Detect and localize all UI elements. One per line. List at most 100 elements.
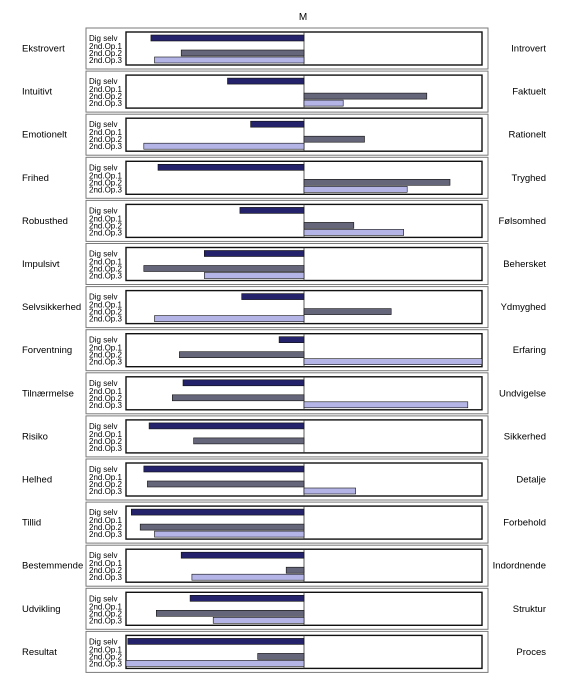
right-pole-label: Indordnende [493,561,546,572]
series-label-2nd-op-3: 2nd.Op.3 [89,272,122,281]
bar-2nd-op-3 [143,142,305,150]
left-pole-label: Emotionelt [22,130,67,141]
bar-2nd-op-2 [303,308,392,315]
series-label-2nd-op-1: 2nd.Op.1 [89,85,122,94]
series-label-dig-selv: Dig selv [89,336,117,345]
series-label-dig-selv: Dig selv [89,250,117,259]
series-label-2nd-op-1: 2nd.Op.1 [89,171,122,180]
series-label-2nd-op-2: 2nd.Op.2 [89,480,122,489]
series-label-dig-selv: Dig selv [89,551,117,560]
right-pole-label: Følsomhed [498,216,546,227]
bar-dig-selv [157,164,305,171]
bar-2nd-op-2 [143,265,305,272]
right-pole-label: Erfaring [513,345,546,356]
series-label-2nd-op-3: 2nd.Op.3 [89,315,122,324]
series-label-2nd-op-1: 2nd.Op.1 [89,387,122,396]
bar-dig-selv [150,34,305,42]
bar-dig-selv [189,594,305,602]
bar-2nd-op-2 [156,609,305,617]
bar-2nd-op-3 [303,229,404,236]
series-label-2nd-op-2: 2nd.Op.2 [89,49,122,58]
series-label-2nd-op-2: 2nd.Op.2 [89,265,122,274]
left-pole-label: Forventning [22,345,72,356]
series-label-dig-selv: Dig selv [89,594,117,603]
series-label-2nd-op-1: 2nd.Op.1 [89,430,122,439]
bar-dig-selv [131,508,305,516]
left-pole-label: Ekstrovert [22,44,65,55]
right-pole-label: Proces [516,647,546,658]
bar-dig-selv [143,465,305,473]
left-pole-label: Helhed [22,475,52,486]
series-label-dig-selv: Dig selv [89,379,117,388]
series-label-dig-selv: Dig selv [89,422,117,431]
series-label-2nd-op-1: 2nd.Op.1 [89,258,122,267]
scale-row-helhed: Helhed Detalje Dig selv2nd.Op.12nd.Op.22nd… [22,458,546,501]
right-pole-label: Detalje [516,475,546,486]
left-pole-label: Selvsikkerhed [22,302,81,313]
bar-2nd-op-3 [303,401,469,409]
series-label-2nd-op-1: 2nd.Op.1 [89,42,122,51]
left-pole-label: Tillid [22,518,41,529]
left-pole-label: Impulsivt [22,259,60,270]
series-label-2nd-op-3: 2nd.Op.3 [89,487,122,496]
series-label-2nd-op-3: 2nd.Op.3 [89,99,122,108]
left-pole-label: Bestemmende [22,561,83,572]
scale-row-resultat: Resultat Proces Dig selv2nd.Op.12nd.Op.22n… [22,630,546,673]
bar-2nd-op-3 [303,186,408,193]
series-label-2nd-op-1: 2nd.Op.1 [89,214,122,223]
bar-2nd-op-3 [212,616,305,624]
bar-2nd-op-3 [303,487,356,495]
bar-2nd-op-3 [154,530,305,538]
bar-2nd-op-2 [147,480,305,488]
bar-dig-selv [182,379,305,387]
series-label-2nd-op-3: 2nd.Op.3 [89,56,122,65]
series-label-2nd-op-3: 2nd.Op.3 [89,228,122,237]
series-label-dig-selv: Dig selv [89,34,117,43]
series-label-2nd-op-2: 2nd.Op.2 [89,609,122,618]
chart-title: M [299,12,307,23]
bar-2nd-op-2 [303,179,451,186]
series-label-2nd-op-1: 2nd.Op.1 [89,473,122,482]
bar-2nd-op-2 [180,49,305,57]
series-label-2nd-op-3: 2nd.Op.3 [89,358,122,367]
series-label-dig-selv: Dig selv [89,508,117,517]
scale-row-risiko: Risiko Sikkerhed Dig selv2nd.Op.12nd.Op.22… [22,415,546,458]
series-label-2nd-op-3: 2nd.Op.3 [89,142,122,151]
bar-2nd-op-2 [303,92,428,100]
bar-dig-selv [227,77,305,85]
bar-2nd-op-3 [303,358,483,366]
right-pole-label: Rationelt [509,130,547,141]
bar-dig-selv [148,422,305,430]
left-pole-label: Frihed [22,173,49,184]
series-label-2nd-op-3: 2nd.Op.3 [89,530,122,539]
series-label-2nd-op-3: 2nd.Op.3 [89,185,122,194]
series-label-2nd-op-2: 2nd.Op.2 [89,221,122,230]
bar-2nd-op-2 [303,222,355,229]
series-label-2nd-op-1: 2nd.Op.1 [89,516,122,525]
series-label-2nd-op-2: 2nd.Op.2 [89,351,122,360]
series-label-2nd-op-3: 2nd.Op.3 [89,401,122,410]
bar-2nd-op-3 [125,660,305,667]
series-label-2nd-op-1: 2nd.Op.1 [89,645,122,654]
series-label-2nd-op-2: 2nd.Op.2 [89,308,122,317]
right-pole-label: Forbehold [503,518,546,529]
bar-dig-selv [180,551,305,559]
series-label-dig-selv: Dig selv [89,120,117,129]
right-pole-label: Faktuelt [512,87,546,98]
left-pole-label: Udvikling [22,604,61,615]
series-label-2nd-op-3: 2nd.Op.3 [89,616,122,625]
bar-dig-selv [127,638,305,645]
bar-2nd-op-2 [139,523,305,531]
series-label-dig-selv: Dig selv [89,163,117,172]
series-label-2nd-op-1: 2nd.Op.1 [89,602,122,611]
series-label-2nd-op-1: 2nd.Op.1 [89,128,122,137]
right-pole-label: Undvigelse [499,388,546,399]
right-pole-label: Behersket [503,259,546,270]
bar-2nd-op-3 [303,99,344,107]
bar-2nd-op-2 [303,135,365,143]
series-label-2nd-op-2: 2nd.Op.2 [89,135,122,144]
